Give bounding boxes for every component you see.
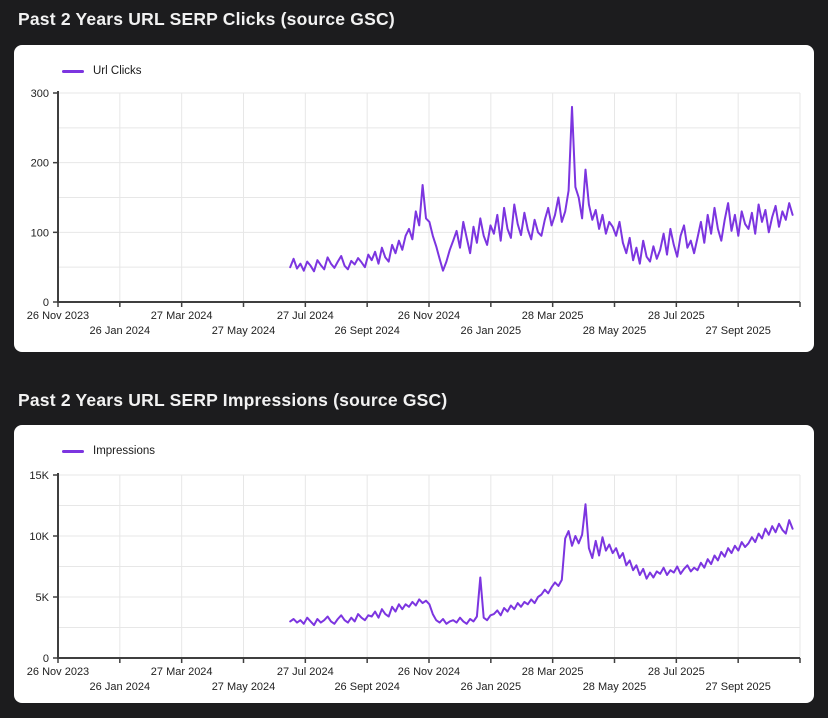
clicks-chart-card: Url Clicks 0 100 200 300 26 Nov 2023 26 Jan 2… [14, 45, 814, 352]
y-tick-label: 100 [31, 227, 49, 239]
x-tick-label: 26 Nov 2024 [398, 666, 460, 678]
clicks-chart-title: Past 2 Years URL SERP Clicks (source GSC… [18, 9, 395, 29]
x-tick-label: 26 Sept 2024 [334, 681, 399, 693]
x-tick-label: 27 Sept 2025 [705, 681, 770, 693]
impressions-chart-title: Past 2 Years URL SERP Impressions (sourc… [18, 390, 448, 410]
x-tick-label: 28 May 2025 [583, 681, 647, 693]
x-tick-label: 27 Mar 2024 [151, 310, 213, 322]
x-tick-label: 27 Jul 2024 [277, 666, 334, 678]
x-tick-label: 28 May 2025 [583, 325, 647, 337]
x-tick-label: 28 Jul 2025 [648, 310, 705, 322]
x-tick-label: 27 Jul 2024 [277, 310, 334, 322]
x-tick-label: 26 Nov 2023 [27, 666, 89, 678]
x-tick-label: 26 Nov 2023 [27, 310, 89, 322]
impressions-legend-label: Impressions [93, 445, 155, 457]
x-tick-label: 27 May 2024 [212, 681, 276, 693]
x-tick-label: 26 Jan 2025 [461, 325, 522, 337]
y-tick-label: 15K [29, 470, 49, 482]
x-tick-label: 26 Jan 2025 [461, 681, 522, 693]
clicks-legend[interactable]: Url Clicks [62, 65, 142, 77]
impressions-legend[interactable]: Impressions [62, 445, 155, 457]
legend-line-swatch [62, 449, 84, 453]
x-tick-label: 26 Jan 2024 [90, 325, 151, 337]
y-tick-label: 5K [36, 592, 50, 604]
x-tick-label: 27 Mar 2024 [151, 666, 213, 678]
y-tick-label: 200 [31, 158, 49, 170]
x-tick-label: 27 May 2024 [212, 325, 276, 337]
x-tick-label: 26 Jan 2024 [90, 681, 151, 693]
x-tick-label: 28 Mar 2025 [522, 666, 584, 678]
y-tick-label: 10K [29, 531, 49, 543]
x-tick-label: 26 Nov 2024 [398, 310, 460, 322]
x-tick-label: 28 Jul 2025 [648, 666, 705, 678]
x-tick-label: 26 Sept 2024 [334, 325, 399, 337]
y-tick-label: 0 [43, 297, 49, 309]
impressions-chart-card: Impressions 0 5K 10K 15K 26 Nov 2023 26 Jan 2… [14, 425, 814, 703]
clicks-legend-label: Url Clicks [93, 65, 142, 77]
y-tick-label: 300 [31, 88, 49, 100]
x-tick-label: 28 Mar 2025 [522, 310, 584, 322]
series-line [289, 503, 794, 627]
legend-line-swatch [62, 69, 84, 73]
y-tick-label: 0 [43, 653, 49, 665]
x-tick-label: 27 Sept 2025 [705, 325, 770, 337]
series-line [289, 105, 794, 273]
